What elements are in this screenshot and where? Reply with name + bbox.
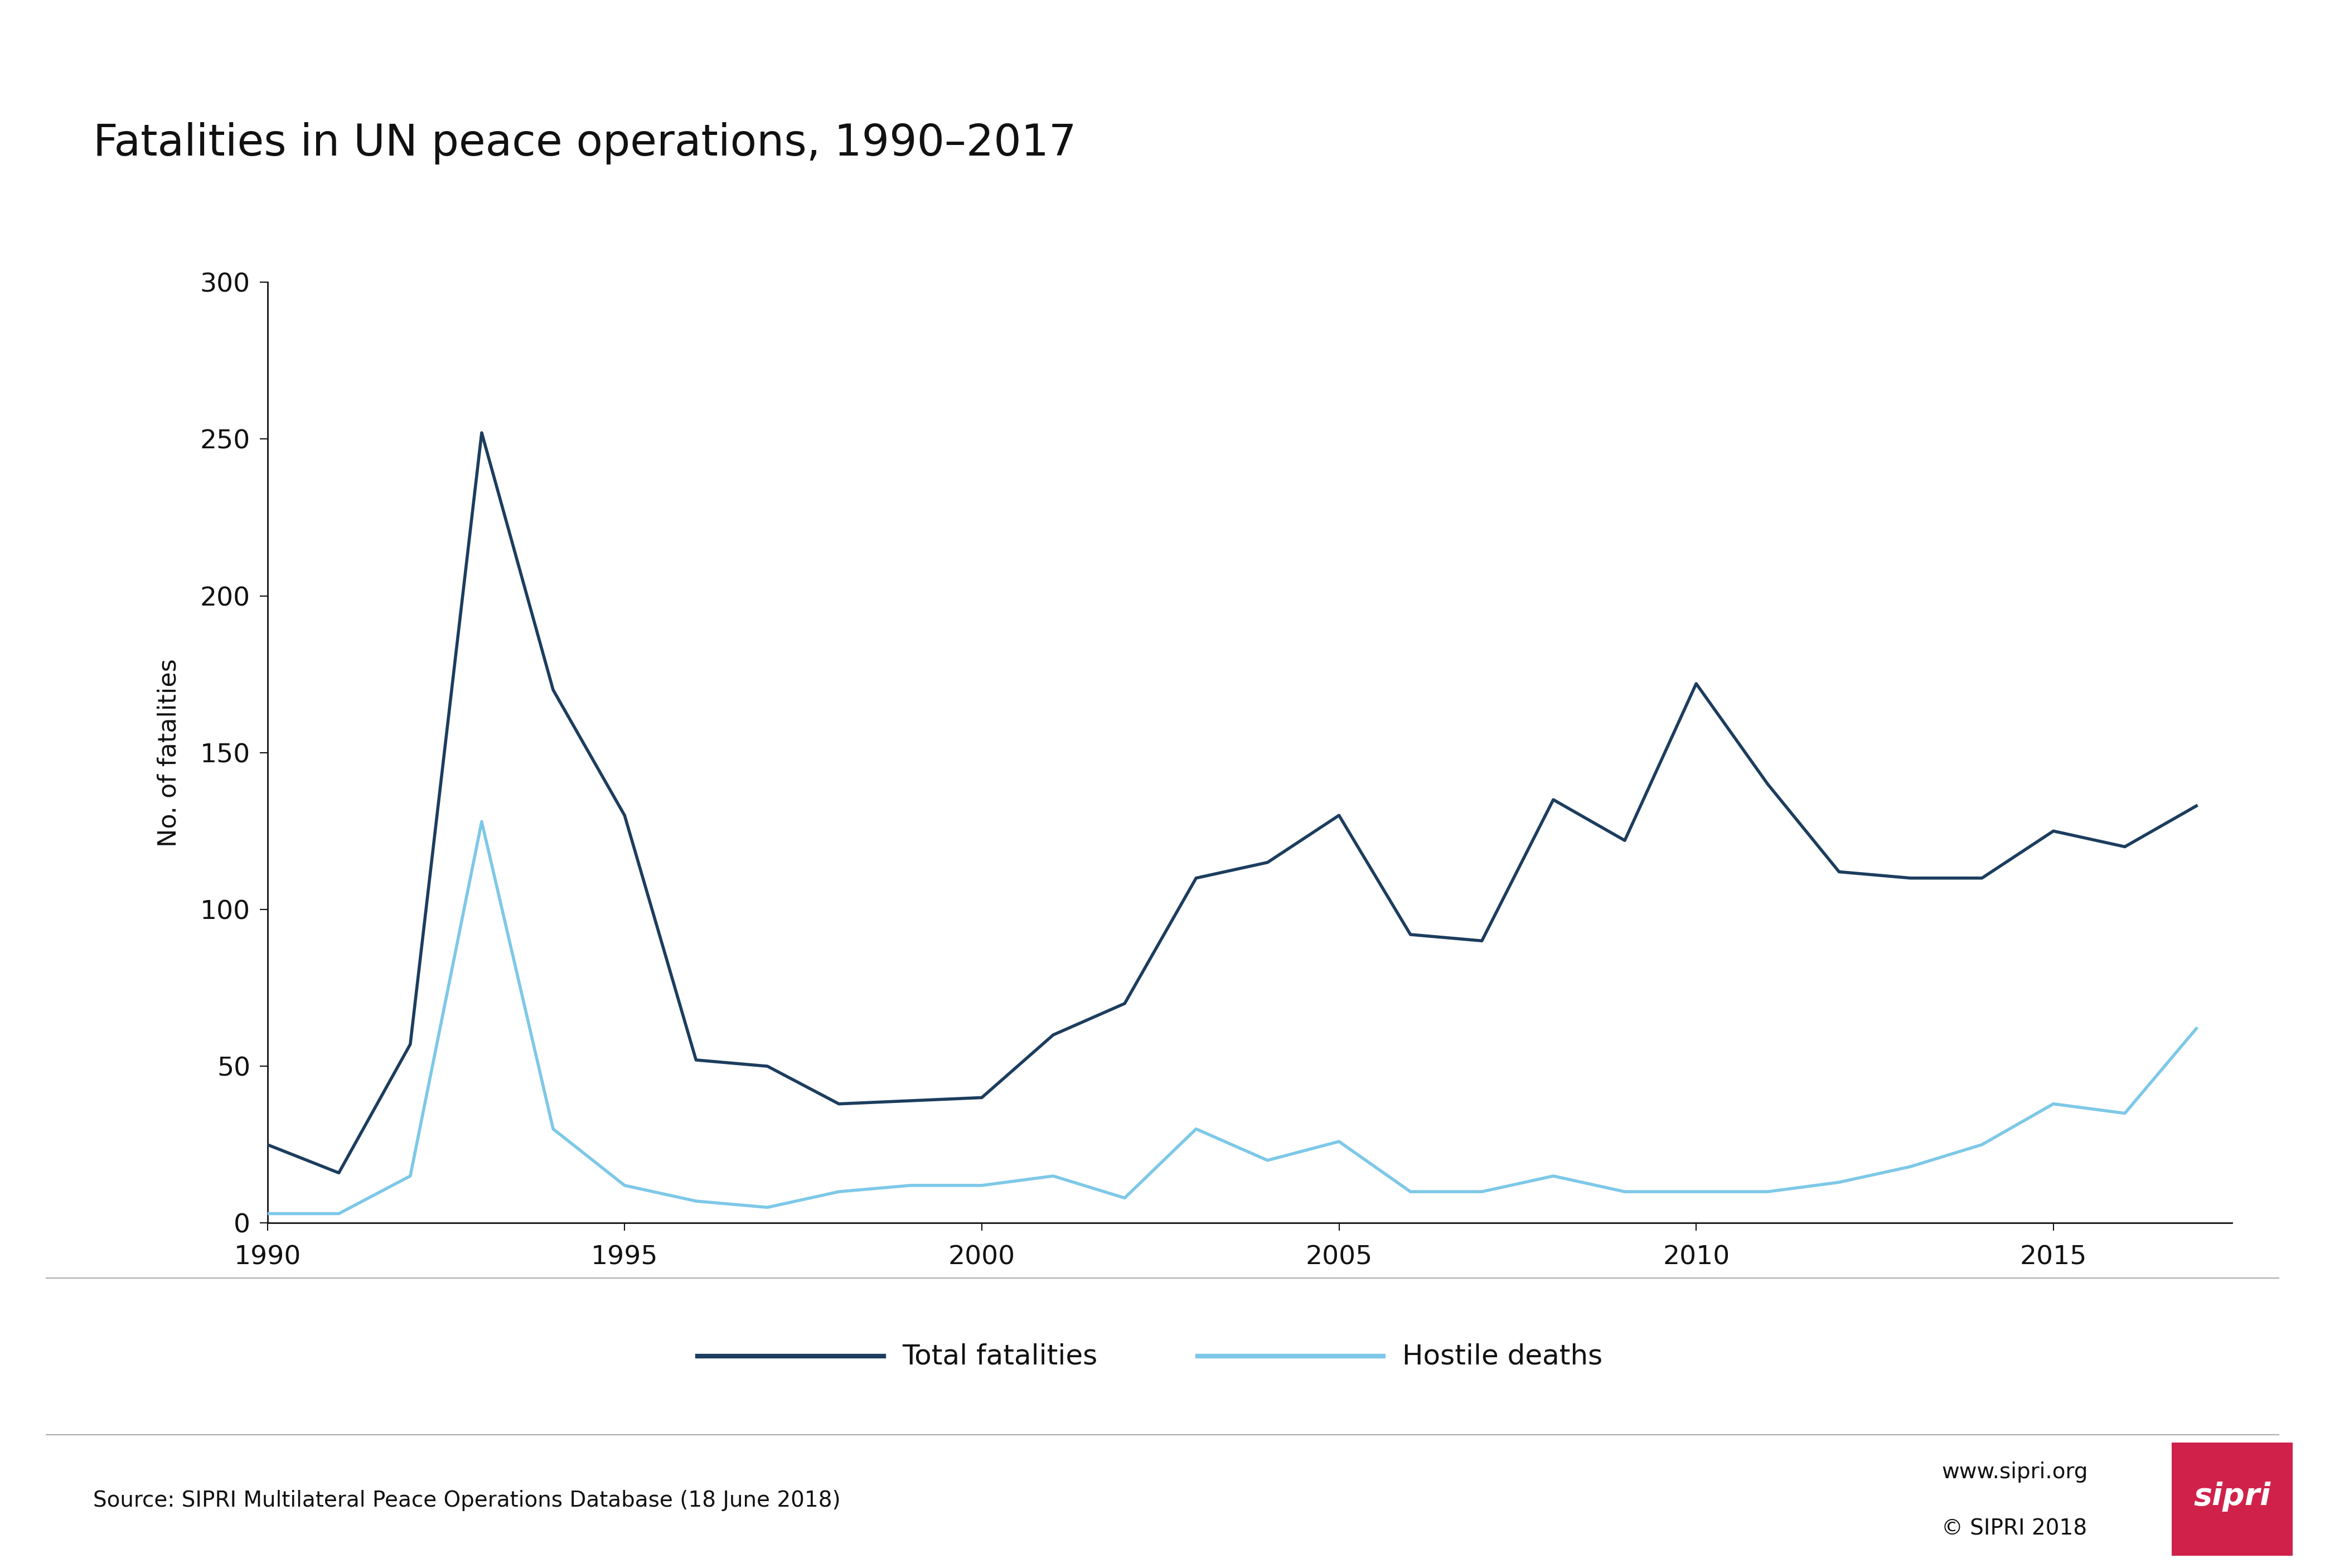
Text: © SIPRI 2018: © SIPRI 2018 — [1941, 1518, 2088, 1540]
Text: Hostile deaths: Hostile deaths — [1402, 1342, 1602, 1370]
Text: Source: SIPRI Multilateral Peace Operations Database (18 June 2018): Source: SIPRI Multilateral Peace Operati… — [93, 1490, 839, 1512]
Text: www.sipri.org: www.sipri.org — [1941, 1461, 2088, 1483]
Y-axis label: No. of fatalities: No. of fatalities — [156, 659, 181, 847]
Text: sipri: sipri — [2192, 1482, 2272, 1512]
Text: Fatalities in UN peace operations, 1990–2017: Fatalities in UN peace operations, 1990–… — [93, 122, 1076, 165]
Text: Total fatalities: Total fatalities — [902, 1342, 1097, 1370]
